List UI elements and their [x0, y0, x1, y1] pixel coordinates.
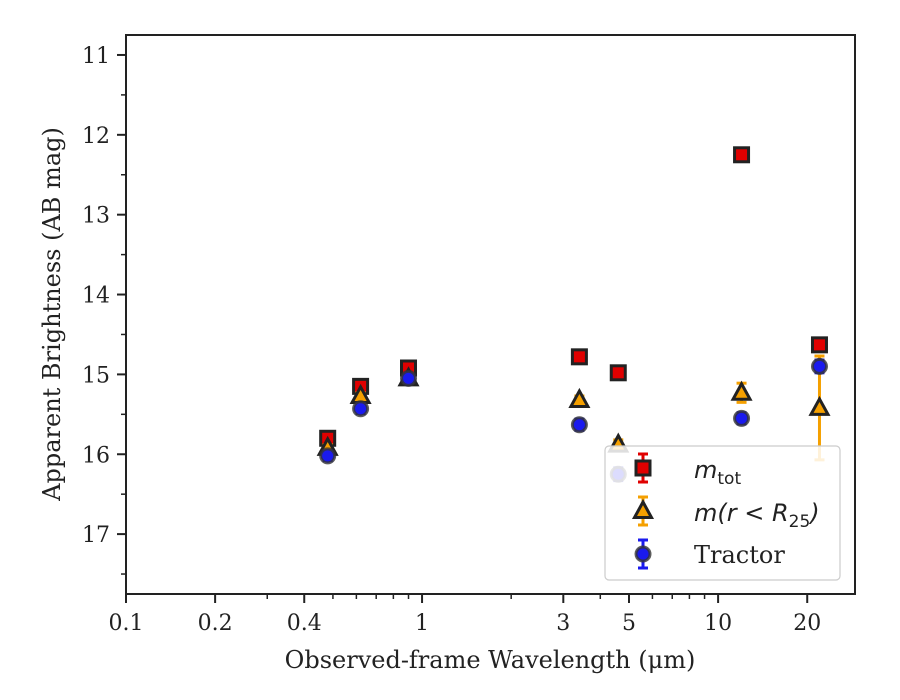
y-axis: 11 12 13 14 15 16 17 — [82, 44, 126, 575]
data-point-s0-5 — [733, 146, 751, 164]
x-axis: 0.1 0.2 0.4 1 3 5 10 20 — [109, 594, 821, 636]
y-tick-label: 12 — [82, 124, 110, 149]
data-point-s2-5 — [733, 409, 751, 427]
data-point-s2-1 — [352, 400, 370, 418]
data-point-s1-6 — [808, 395, 831, 416]
legend-marker-1 — [631, 498, 655, 519]
plot-frame — [125, 34, 856, 595]
legend-marker-2 — [634, 545, 652, 563]
data-point-s2-0 — [319, 447, 337, 465]
x-tick-label: 3 — [556, 611, 570, 636]
y-tick-label: 17 — [82, 523, 110, 548]
data-point-s0-6 — [810, 336, 828, 354]
y-axis-label: Apparent Brightness (AB mag) — [38, 127, 66, 502]
legend-label-tractor: Tractor — [694, 541, 785, 569]
data-point-s1-5 — [730, 380, 753, 401]
legend-label-mr25: m(r < R25) — [694, 499, 820, 532]
x-tick-label: 20 — [793, 611, 821, 636]
y-tick-label: 11 — [82, 44, 110, 69]
y-tick-label: 16 — [82, 443, 110, 468]
x-axis-label: Observed-frame Wavelength (μm) — [285, 646, 696, 674]
x-tick-label: 0.2 — [198, 611, 233, 636]
x-tick-label: 0.1 — [109, 611, 144, 636]
legend-markers — [631, 452, 655, 570]
legend-label-mtot: mtot — [694, 456, 741, 489]
series-1 — [316, 354, 831, 462]
plot-content — [316, 146, 831, 483]
y-tick-label: 15 — [82, 363, 110, 388]
x-tick-label: 1 — [415, 611, 429, 636]
data-point-s2-2 — [400, 369, 418, 387]
data-point-s1-3 — [568, 387, 591, 408]
data-point-s2-3 — [570, 416, 588, 434]
data-point-s0-3 — [570, 348, 588, 366]
legend: mtot m(r < R25) Tractor — [604, 445, 841, 581]
x-tick-label: 0.4 — [287, 611, 322, 636]
y-tick-label: 14 — [82, 284, 110, 309]
y-tick-label: 13 — [82, 204, 110, 229]
legend-marker-0 — [634, 459, 652, 477]
legend-box — [604, 445, 841, 581]
data-point-s0-4 — [609, 364, 627, 382]
data-point-s2-6 — [810, 357, 828, 375]
x-tick-label: 5 — [622, 611, 636, 636]
x-tick-label: 10 — [704, 611, 732, 636]
